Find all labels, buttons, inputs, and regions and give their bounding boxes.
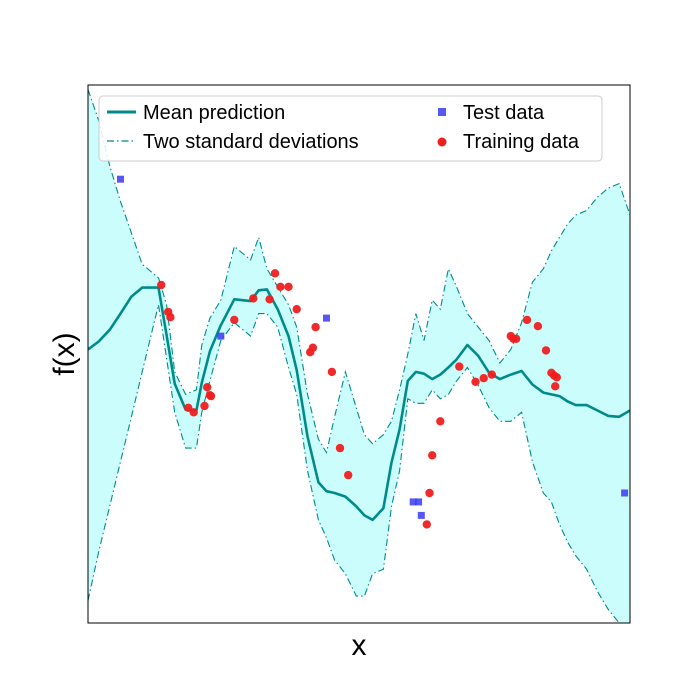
training-point: [284, 282, 293, 291]
training-point: [344, 470, 353, 480]
training-point: [265, 295, 274, 304]
training-point: [428, 451, 437, 460]
training-point: [425, 488, 434, 498]
test-point: [415, 498, 423, 506]
training-point: [157, 280, 166, 290]
legend-train-marker: [437, 137, 447, 147]
test-point: [621, 489, 629, 497]
training-point: [205, 391, 215, 400]
training-point: [249, 294, 258, 303]
legend: Mean prediction Two standard deviations …: [98, 95, 603, 162]
test-point: [323, 314, 330, 322]
training-point: [230, 315, 239, 325]
training-point: [311, 322, 320, 332]
legend-label-test: Test data: [463, 102, 545, 124]
test-point: [217, 332, 225, 340]
training-point: [270, 269, 280, 278]
legend-box: [98, 95, 603, 162]
training-point: [327, 367, 337, 377]
training-point: [551, 382, 560, 391]
std-band-upper-line: [88, 89, 630, 455]
training-point: [471, 377, 480, 386]
axes-frame: [87, 84, 631, 624]
plot-content: [88, 89, 630, 623]
training-point: [292, 305, 301, 314]
legend-test-marker: [438, 108, 446, 116]
legend-label-train: Training data: [463, 131, 580, 153]
training-point: [335, 443, 345, 453]
training-point: [166, 313, 175, 322]
training-point: [487, 370, 496, 379]
std-band-lower-line: [88, 304, 630, 623]
training-point: [512, 334, 521, 343]
training-point: [308, 343, 318, 352]
y-axis-label: f(x): [48, 332, 81, 375]
plot-area: [88, 89, 630, 623]
training-point: [422, 520, 431, 529]
training-point: [189, 408, 198, 417]
training-point: [479, 374, 488, 383]
x-axis-label: x: [352, 629, 367, 662]
training-point: [200, 401, 209, 411]
test-point: [409, 498, 417, 506]
legend-label-std: Two standard deviations: [143, 131, 359, 153]
training-point: [455, 362, 464, 371]
std-band-fill: [88, 89, 630, 623]
training-point: [552, 373, 561, 382]
test-point: [417, 511, 425, 519]
training-point: [533, 322, 543, 331]
training-point: [203, 383, 212, 392]
training-point: [276, 282, 285, 291]
training-point: [541, 346, 551, 355]
training-point: [436, 417, 445, 426]
training-point: [522, 315, 532, 325]
test-point: [117, 175, 124, 183]
legend-label-mean: Mean prediction: [143, 102, 285, 124]
